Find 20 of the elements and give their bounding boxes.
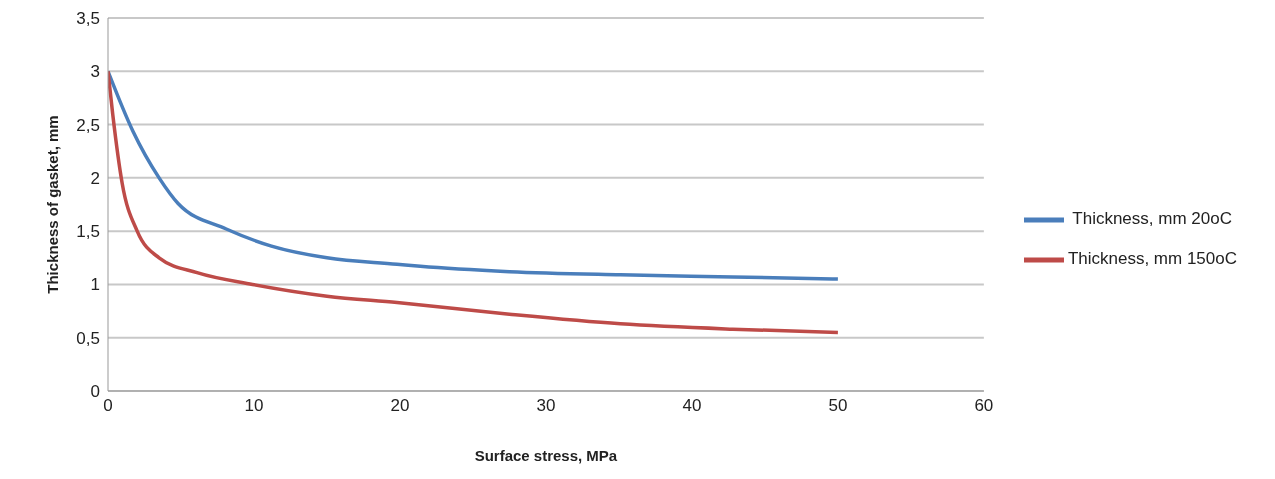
y-axis-title: Thickness of gasket, mm — [44, 115, 62, 294]
x-tick-label: 0 — [103, 396, 113, 416]
y-tick-label: 2 — [90, 168, 100, 188]
y-tick-label: 1,5 — [76, 222, 100, 242]
y-tick-label: 1 — [90, 275, 100, 295]
y-tick-label: 2,5 — [76, 115, 100, 135]
legend-label: Thickness, mm 20oC — [1071, 208, 1232, 228]
legend-label: Thickness, mm 150oC — [1067, 248, 1237, 268]
x-tick-label: 40 — [682, 396, 702, 416]
x-tick-label: 50 — [828, 396, 848, 416]
line-series — [108, 69, 840, 335]
x-tick-label: 10 — [244, 396, 264, 416]
x-tick-label: 60 — [974, 396, 994, 416]
y-tick-label: 3,5 — [76, 9, 100, 29]
x-tick-label: 30 — [536, 396, 556, 416]
x-axis-title: Surface stress, MPa — [474, 447, 618, 464]
y-tick-label: 0 — [90, 382, 100, 402]
y-tick-label: 3 — [90, 62, 100, 82]
x-tick-label: 20 — [390, 396, 410, 416]
y-tick-label: 0,5 — [76, 328, 100, 348]
